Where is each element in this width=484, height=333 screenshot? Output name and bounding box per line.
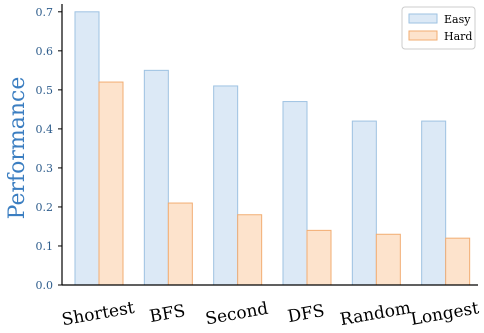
bar-hard-random	[375, 233, 401, 286]
bar-hard-longest	[445, 237, 471, 286]
bar-easy-second	[213, 85, 239, 286]
y-axis-label: Performance	[5, 77, 30, 220]
y-tick-label: 0.1	[36, 240, 54, 253]
legend-swatch-hard	[408, 30, 438, 41]
y-ticks: 0.0 0.1 0.2 0.3 0.4 0.5 0.6 0.7	[36, 6, 62, 292]
legend-swatch-easy	[408, 13, 438, 24]
bar-easy-dfs	[282, 101, 308, 286]
legend-label-hard: Hard	[444, 30, 472, 43]
bar-easy-bfs	[143, 69, 169, 286]
bar-hard-second	[237, 214, 263, 286]
x-tick-label: Longest	[409, 298, 481, 330]
x-tick-label: BFS	[148, 301, 187, 327]
legend-label-easy: Easy	[444, 13, 471, 26]
bars	[74, 11, 471, 286]
y-tick-label: 0.7	[36, 6, 54, 19]
y-tick-label: 0.3	[36, 162, 54, 175]
bar-hard-shortest	[98, 81, 124, 286]
x-tick-label: Shortest	[60, 298, 136, 330]
x-tick-label: Second	[204, 299, 270, 330]
bar-easy-longest	[421, 120, 447, 286]
y-tick-label: 0.6	[36, 45, 54, 58]
y-tick-label: 0.0	[36, 279, 54, 292]
y-tick-label: 0.4	[36, 123, 54, 136]
y-tick-label: 0.5	[36, 84, 54, 97]
x-tick-label: DFS	[286, 301, 326, 327]
bar-easy-random	[351, 120, 377, 286]
y-tick-label: 0.2	[36, 201, 54, 214]
legend: Easy Hard	[401, 6, 476, 50]
bar-hard-dfs	[306, 229, 332, 286]
bar-hard-bfs	[167, 202, 193, 286]
bar-easy-shortest	[74, 11, 100, 286]
x-tick-label: Random	[339, 298, 413, 330]
